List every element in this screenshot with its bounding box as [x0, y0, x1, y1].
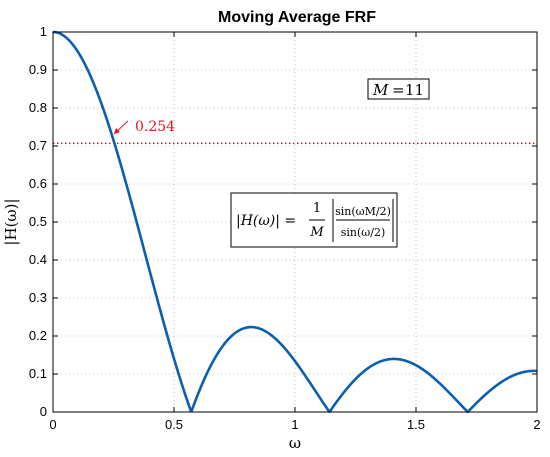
- formula-box: |H(ω)| = 1 M sin(ωM/2) sin(ω/2): [230, 192, 398, 248]
- y-tick-label: 0.5: [29, 214, 47, 229]
- y-axis-label: |H(ω)|: [2, 198, 20, 245]
- x-tick-label: 0: [49, 417, 56, 432]
- m-box-lhs: M: [372, 81, 389, 99]
- y-tick-label: 1: [40, 24, 47, 39]
- formula-sin-bot: sin(ω/2): [341, 226, 386, 239]
- m-box-rhs: 11: [405, 81, 424, 99]
- formula-lhs: |H(ω)| =: [236, 213, 296, 229]
- formula-sin-top: sin(ωM/2): [335, 205, 391, 218]
- x-axis-label: ω: [289, 434, 301, 452]
- x-tick-label: 1: [291, 417, 298, 432]
- series-line: [52, 30, 538, 414]
- m-box-equals: =: [392, 81, 405, 99]
- y-tick-label: 0.8: [29, 100, 47, 115]
- ticks: [52, 31, 538, 413]
- grid: [53, 32, 537, 412]
- y-tick-labels: 0 0.1 0.2 0.3 0.4 0.5 0.6 0.7 0.8 0.9 1: [29, 24, 47, 419]
- m-value-box: M = 11: [367, 78, 430, 100]
- y-tick-label: 0.4: [29, 252, 47, 267]
- x-tick-labels: 0 0.5 1 1.5 2: [49, 417, 540, 432]
- y-tick-label: 0.7: [29, 138, 47, 153]
- annotation-arrowhead: [114, 128, 120, 134]
- chart-title: Moving Average FRF: [218, 9, 376, 26]
- annotation-label: 0.254: [135, 119, 175, 135]
- x-tick-label: 0.5: [165, 417, 183, 432]
- annotation: 0.254: [113, 119, 175, 135]
- y-tick-label: 0.3: [29, 290, 47, 305]
- y-tick-label: 0.9: [29, 62, 47, 77]
- formula-frac-den: M: [309, 225, 324, 240]
- series-group: [52, 30, 538, 414]
- y-tick-label: 0.6: [29, 176, 47, 191]
- formula-frac-num: 1: [313, 201, 321, 216]
- y-tick-label: 0.1: [29, 366, 47, 381]
- y-tick-label: 0: [40, 404, 47, 419]
- y-tick-label: 0.2: [29, 328, 47, 343]
- x-tick-label: 2: [533, 417, 540, 432]
- m-box-frame: [367, 78, 430, 100]
- x-tick-label: 1.5: [407, 417, 425, 432]
